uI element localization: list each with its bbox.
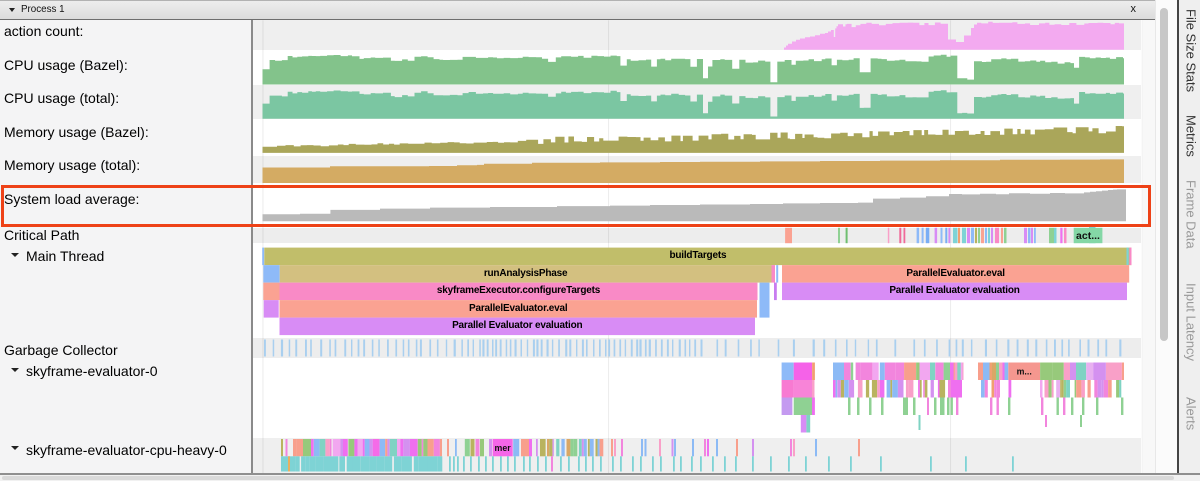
svg-text:m...: m...	[1017, 367, 1032, 377]
svg-text:act...: act...	[1076, 230, 1100, 242]
svg-text:mer: mer	[495, 443, 512, 453]
